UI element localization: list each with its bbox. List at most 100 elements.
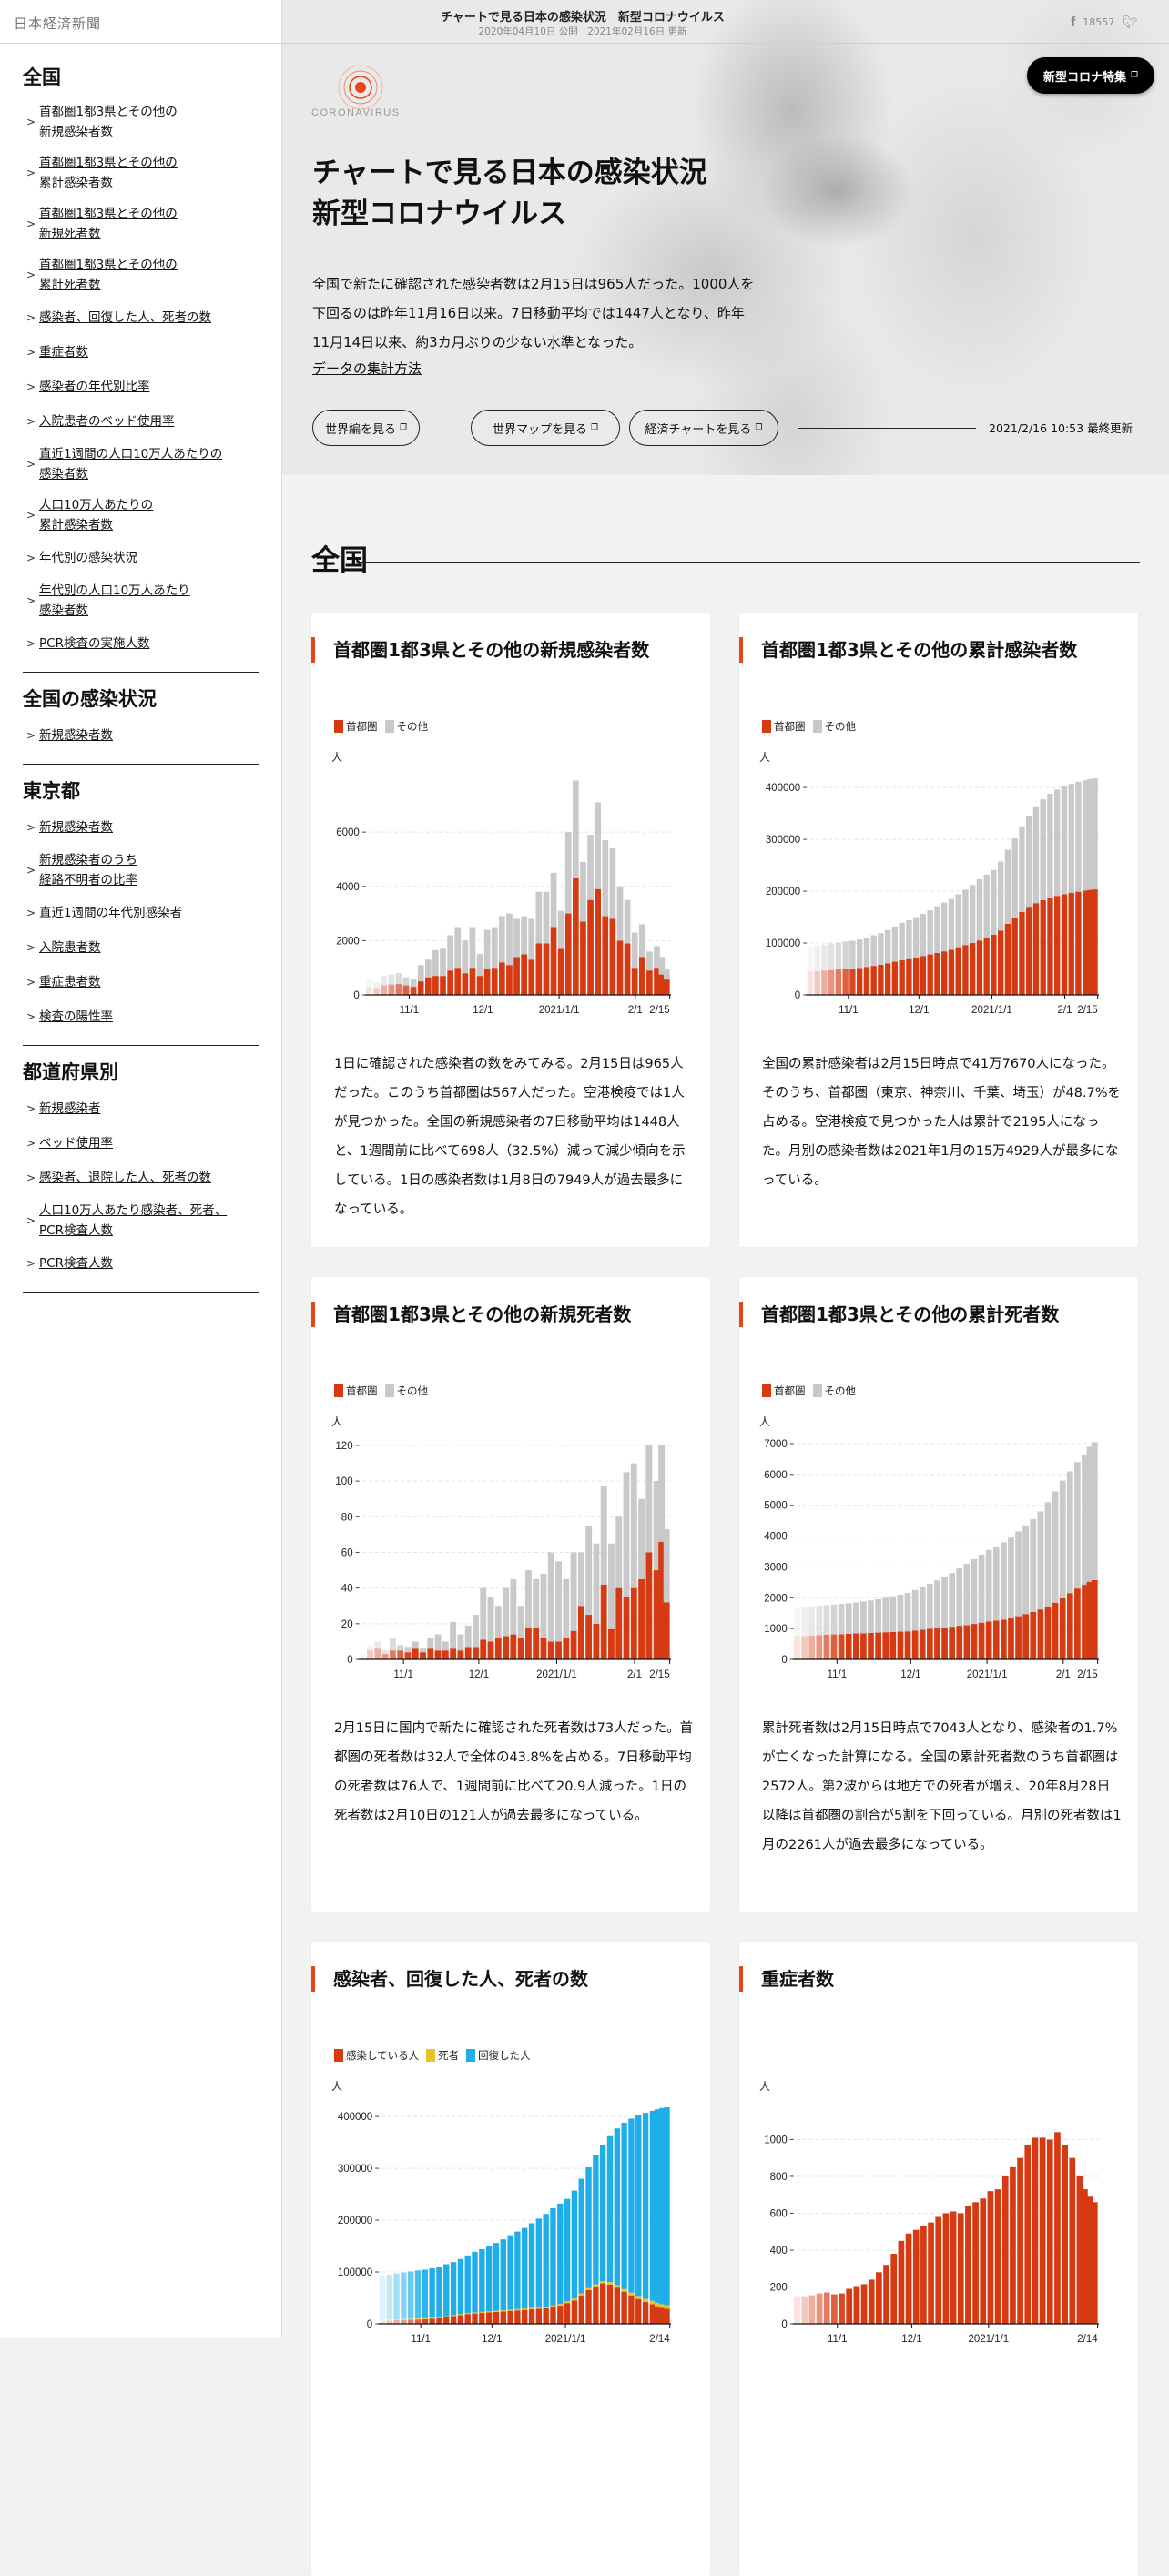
y-tick-label: 0 <box>353 990 359 1001</box>
legend-item: 感染している人 <box>334 2048 419 2063</box>
sidebar-item[interactable]: > PCR検査人数 <box>23 1246 259 1281</box>
y-tick-label: 0 <box>367 2319 372 2330</box>
bar <box>420 1648 426 1653</box>
chevron-right-icon: > <box>26 1171 36 1184</box>
economy-chart-button[interactable]: 経済チャートを見る ❐ <box>629 410 778 446</box>
bar <box>1030 1518 1037 1612</box>
facebook-icon[interactable]: f <box>1071 15 1076 30</box>
bar <box>940 951 948 995</box>
bar <box>912 917 920 958</box>
bar <box>659 2304 666 2308</box>
bar <box>642 2302 649 2324</box>
bar <box>427 1638 434 1649</box>
sidebar-item[interactable]: > 首都圏1都3県とその他の 累計死者数 <box>23 249 259 300</box>
bar <box>1022 1525 1030 1615</box>
sidebar-item[interactable]: > 首都圏1都3県とその他の 新規感染者数 <box>23 96 259 147</box>
bar <box>1040 899 1046 995</box>
y-tick-label: 800 <box>770 2172 788 2183</box>
bar <box>868 2279 875 2324</box>
sidebar-item[interactable]: > ベッド使用率 <box>23 1126 259 1161</box>
y-tick-label: 400000 <box>766 783 800 794</box>
sidebar-item[interactable]: > 新規感染者数 <box>23 810 259 845</box>
twitter-icon[interactable]: 🐦︎ <box>1122 15 1138 30</box>
sidebar-item[interactable]: > 新規感染者数 <box>23 718 259 753</box>
bar <box>609 848 616 919</box>
nikkei-logo[interactable]: 日本経済新聞 <box>0 0 281 44</box>
sidebar-item[interactable]: > 感染者、退院した人、死者の数 <box>23 1161 259 1195</box>
chevron-right-icon: > <box>26 637 36 650</box>
bar <box>642 2298 649 2303</box>
sidebar-item[interactable]: > 人口10万人あたり感染者、死者、 PCR検査人数 <box>23 1195 259 1246</box>
bar <box>472 2312 478 2314</box>
bar <box>407 2319 414 2324</box>
bar <box>436 2317 442 2324</box>
legend-label: その他 <box>824 1384 857 1397</box>
bar <box>1054 896 1061 995</box>
bar <box>950 2211 957 2324</box>
sidebar-item[interactable]: > 入院患者のベッド使用率 <box>23 404 259 439</box>
special-feature-button[interactable]: 新型コロナ特集 ❐ <box>1027 57 1154 94</box>
bar <box>659 2307 666 2324</box>
sidebar-item[interactable]: > 直近1週間の人口10万人あたりの 感染者数 <box>23 439 259 490</box>
bar <box>1040 799 1046 900</box>
bar <box>906 919 912 959</box>
x-tick-label: 11/1 <box>839 1005 859 1016</box>
sidebar-item-label: 直近1週間の年代別感染者 <box>39 906 183 920</box>
chart-card: 首都圏1都3県とその他の累計死者数 首都圏 その他人 0 1000 2000 3000 400… <box>739 1277 1138 1912</box>
bar <box>649 2300 656 2305</box>
bar <box>830 1634 838 1659</box>
bar <box>821 944 828 971</box>
bar <box>823 2292 830 2324</box>
bar <box>814 970 820 995</box>
sidebar-item[interactable]: > 重症患者数 <box>23 965 259 999</box>
bar <box>1082 1454 1088 1586</box>
bar <box>976 878 983 941</box>
legend-swatch <box>334 720 343 733</box>
sidebar-item[interactable]: > 首都圏1都3県とその他の 累計感染者数 <box>23 147 259 198</box>
bar <box>547 1552 554 1642</box>
bar <box>882 1632 889 1659</box>
sidebar-item[interactable]: > 感染者の年代別比率 <box>23 370 259 404</box>
bar <box>663 1529 670 1603</box>
sidebar-item[interactable]: > 年代別の感染状況 <box>23 541 259 575</box>
x-tick-label: 2/15 <box>649 1669 669 1680</box>
x-tick-label: 12/1 <box>901 2334 921 2345</box>
bar <box>664 2308 670 2324</box>
bar <box>414 2319 422 2324</box>
sidebar-item[interactable]: > 感染者、回復した人、死者の数 <box>23 300 259 335</box>
legend-swatch <box>762 720 771 733</box>
bar <box>870 966 877 995</box>
bar <box>1054 2132 1061 2324</box>
bar <box>972 2202 979 2324</box>
sidebar-item[interactable]: > 重症者数 <box>23 335 259 370</box>
bar <box>653 1481 660 1571</box>
sidebar-item[interactable]: > PCR検査の実施人数 <box>23 626 259 661</box>
bar <box>593 2286 599 2324</box>
bar <box>828 943 835 970</box>
bar <box>794 1636 800 1659</box>
bar <box>386 2320 392 2324</box>
sidebar-item[interactable]: > 新規感染者 <box>23 1091 259 1126</box>
bar <box>547 1641 554 1659</box>
bar <box>395 984 402 995</box>
bar <box>485 2246 493 2312</box>
data-method-link[interactable]: データの集計方法 <box>312 360 422 377</box>
sidebar-item[interactable]: > 首都圏1都3県とその他の 新規死者数 <box>23 198 259 249</box>
sidebar-item[interactable]: > 年代別の人口10万人あたり 感染者数 <box>23 575 259 626</box>
legend-item: 回復した人 <box>466 2048 531 2063</box>
world-view-button[interactable]: 世界編を見る ❐ <box>312 410 420 446</box>
bar <box>480 1587 487 1640</box>
world-map-button[interactable]: 世界マップを見る ❐ <box>471 410 620 446</box>
sidebar-item[interactable]: > 新規感染者のうち 経路不明者の比率 <box>23 845 259 896</box>
sidebar-item[interactable]: > 人口10万人あたりの 累計感染者数 <box>23 490 259 541</box>
bar <box>422 2318 428 2324</box>
bar <box>557 910 564 949</box>
bar <box>1032 903 1040 995</box>
sidebar-item[interactable]: > 検査の陽性率 <box>23 999 259 1034</box>
bar <box>816 1606 823 1636</box>
sidebar-item[interactable]: > 直近1週間の年代別感染者 <box>23 896 259 930</box>
bar <box>1008 1618 1014 1659</box>
section-divider <box>357 562 1140 563</box>
sidebar-item[interactable]: > 入院患者数 <box>23 930 259 965</box>
bar <box>522 2227 528 2309</box>
